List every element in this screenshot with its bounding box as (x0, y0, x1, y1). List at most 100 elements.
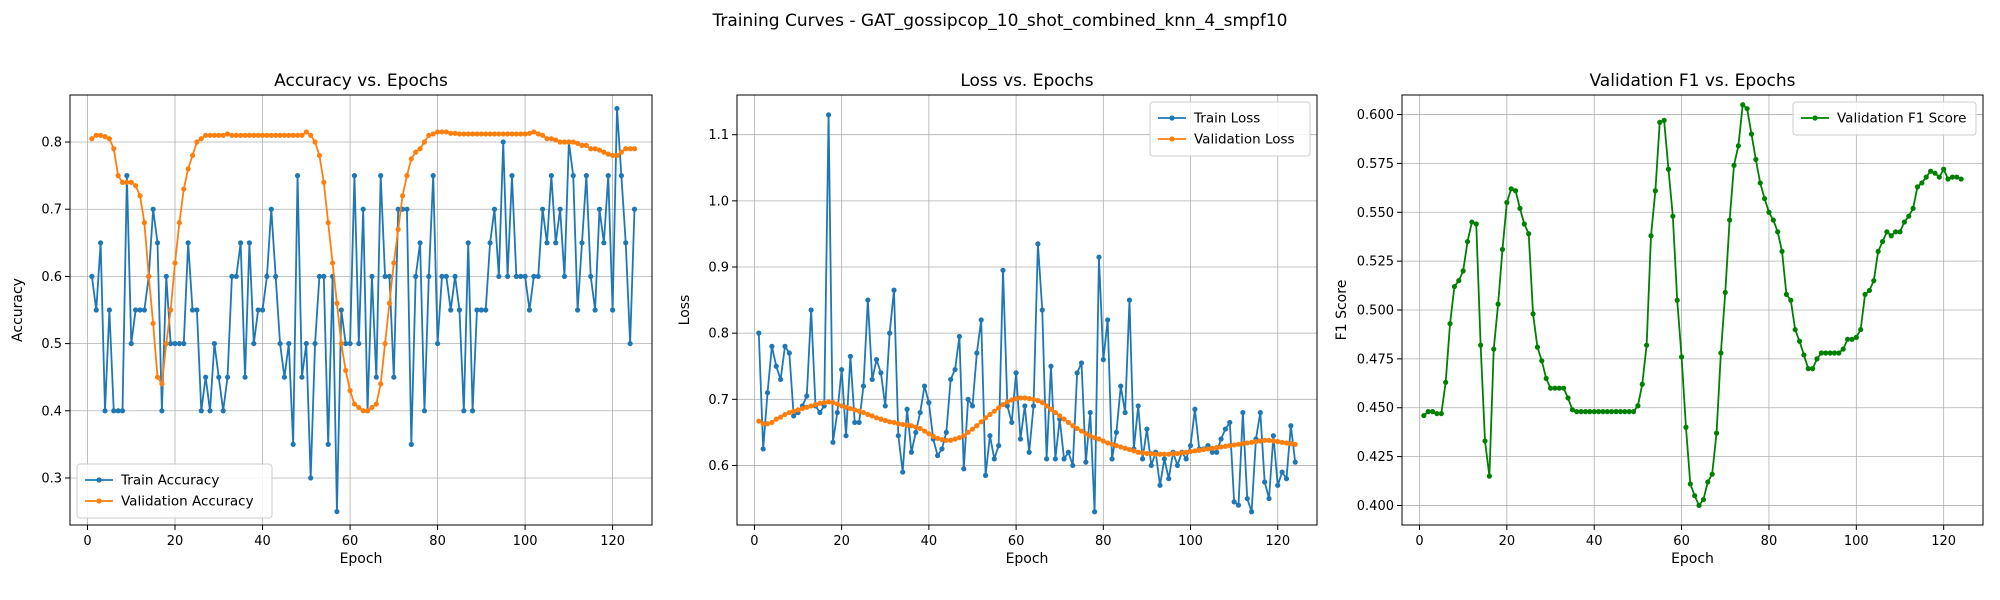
data-point (1434, 410, 1440, 417)
data-point (168, 307, 174, 313)
data-point (343, 367, 349, 374)
data-point (1622, 409, 1628, 415)
data-point (1884, 229, 1890, 235)
data-point (843, 433, 849, 439)
data-point (273, 132, 279, 138)
data-point (513, 131, 519, 137)
data-point (334, 508, 340, 515)
data-point (1600, 409, 1606, 415)
data-point (1126, 297, 1133, 303)
data-point (1464, 238, 1471, 245)
data-point (321, 273, 327, 280)
data-point (1166, 476, 1172, 482)
data-point (1000, 402, 1006, 408)
data-point (1065, 419, 1072, 426)
data-point (891, 287, 897, 293)
data-point (1805, 366, 1811, 372)
data-point (1486, 473, 1492, 479)
data-point (1218, 444, 1224, 450)
y-tick-label: 1.1 (708, 128, 729, 143)
data-point (1670, 213, 1676, 219)
data-point (1022, 395, 1028, 401)
y-tick-label: 0.3 (41, 471, 62, 486)
data-point (1722, 289, 1728, 296)
data-point (834, 409, 840, 416)
data-point (133, 307, 139, 313)
data-point (137, 193, 143, 199)
data-point (948, 437, 954, 443)
data-point (334, 300, 340, 306)
data-point (821, 400, 827, 406)
data-point (605, 151, 611, 157)
data-point (869, 376, 875, 383)
data-point (430, 131, 436, 137)
data-point (316, 152, 323, 159)
data-point (115, 173, 121, 179)
data-point (434, 340, 441, 347)
y-tick-label: 0.8 (708, 327, 729, 342)
data-point (1875, 248, 1881, 254)
data-point (1205, 446, 1211, 452)
data-point (299, 132, 305, 138)
data-point (1044, 403, 1050, 409)
data-point (939, 446, 945, 452)
data-point (452, 130, 458, 136)
data-point (1893, 229, 1899, 235)
data-point (185, 240, 191, 246)
data-point (1248, 509, 1255, 515)
data-point (413, 273, 419, 280)
data-point (553, 137, 559, 143)
data-point (264, 273, 270, 280)
data-point (579, 142, 585, 148)
data-point (395, 226, 401, 232)
data-point (474, 131, 480, 137)
data-point (1609, 409, 1615, 415)
data-point (1604, 409, 1610, 415)
data-point (522, 273, 528, 280)
data-point (1078, 428, 1085, 434)
data-point (1222, 443, 1229, 449)
data-point (996, 405, 1002, 411)
data-point (961, 466, 967, 472)
data-point (1731, 162, 1737, 168)
data-point (804, 393, 810, 399)
data-point (404, 206, 410, 212)
data-point (229, 273, 235, 280)
data-point (531, 273, 537, 280)
data-point (303, 340, 309, 347)
data-point (900, 469, 906, 475)
x-tick-label: 100 (1844, 534, 1869, 549)
x-tick-label: 0 (1415, 534, 1423, 549)
data-point (487, 240, 493, 246)
data-point (1266, 437, 1272, 443)
data-point (242, 132, 248, 138)
data-point (1735, 143, 1741, 149)
data-point (233, 132, 239, 138)
data-point (111, 408, 117, 414)
data-point (1792, 326, 1798, 333)
data-point (1144, 450, 1150, 457)
data-point (176, 220, 182, 226)
x-tick-label: 40 (921, 534, 938, 549)
data-point (220, 132, 226, 138)
data-point (935, 435, 941, 441)
data-point (982, 472, 989, 478)
data-point (614, 152, 620, 159)
data-point (1552, 385, 1558, 391)
y-tick-label: 0.8 (41, 136, 62, 151)
data-point (203, 374, 209, 380)
data-point (194, 307, 200, 313)
data-point (238, 132, 244, 138)
data-point (588, 273, 594, 280)
data-point (1235, 502, 1242, 508)
data-point (1871, 278, 1877, 284)
x-tick-label: 80 (1095, 534, 1112, 549)
data-point (513, 273, 519, 280)
data-point (969, 426, 976, 432)
data-point (1161, 451, 1167, 457)
data-point (544, 240, 550, 246)
data-point (325, 220, 331, 226)
y-tick-label: 0.6 (41, 270, 62, 285)
data-point (434, 129, 441, 135)
data-point (356, 340, 362, 347)
